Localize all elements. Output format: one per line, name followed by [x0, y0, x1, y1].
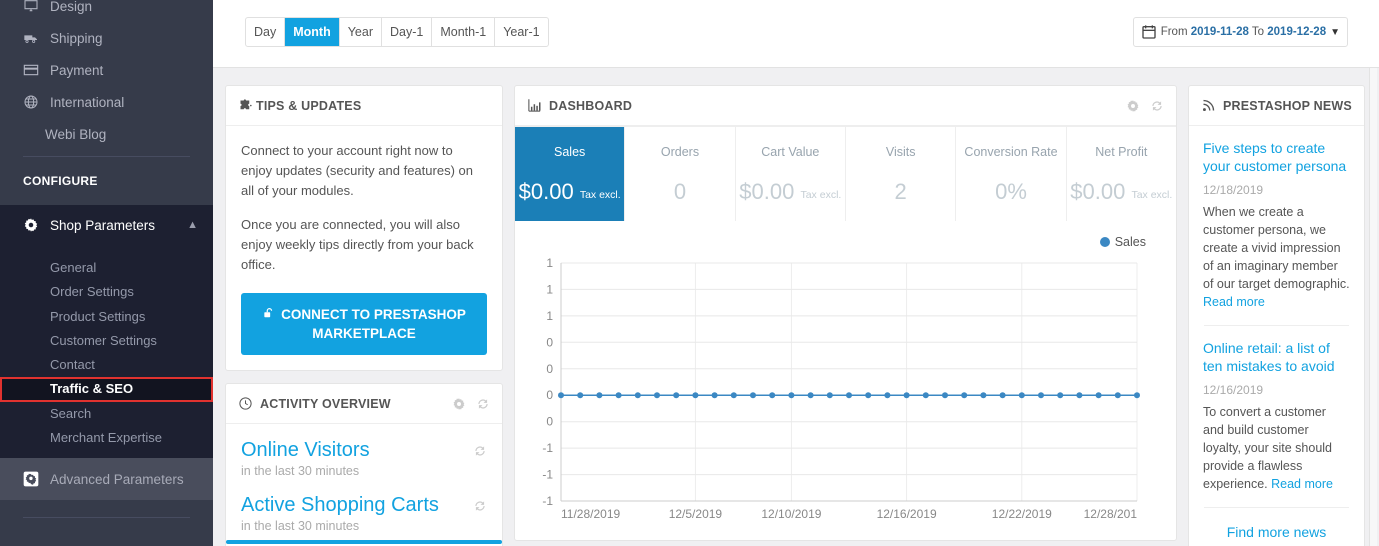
svg-text:12/10/2019: 12/10/2019 — [761, 507, 821, 521]
svg-text:0: 0 — [546, 362, 553, 376]
svg-text:-1: -1 — [542, 494, 553, 508]
svg-text:12/16/2019: 12/16/2019 — [877, 507, 937, 521]
svg-text:1: 1 — [546, 282, 553, 296]
svg-text:12/22/2019: 12/22/2019 — [992, 507, 1052, 521]
svg-text:0: 0 — [546, 388, 553, 402]
svg-text:-1: -1 — [542, 441, 553, 455]
svg-text:12/28/201: 12/28/201 — [1084, 507, 1138, 521]
svg-text:0: 0 — [546, 415, 553, 429]
svg-text:0: 0 — [546, 335, 553, 349]
svg-text:11/28/2019: 11/28/2019 — [561, 507, 620, 521]
svg-text:12/5/2019: 12/5/2019 — [669, 507, 723, 521]
svg-text:-1: -1 — [542, 468, 553, 482]
svg-text:1: 1 — [546, 256, 553, 270]
svg-text:1: 1 — [546, 309, 553, 323]
